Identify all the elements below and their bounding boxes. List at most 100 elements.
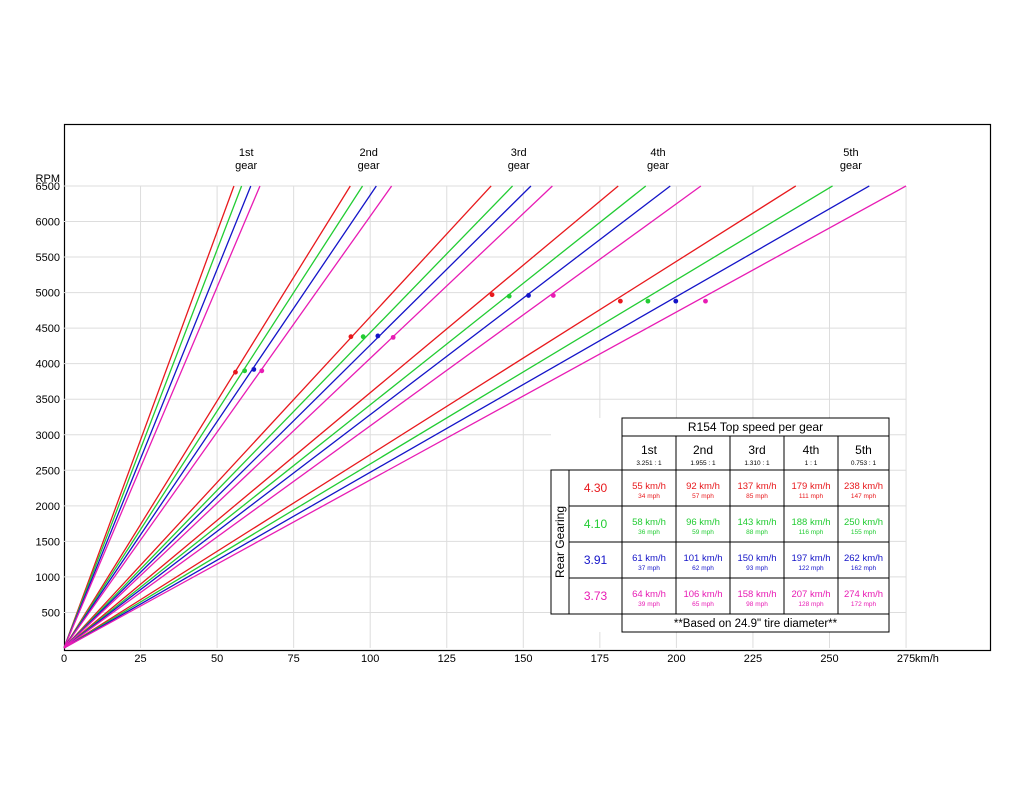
table-cell-mph: 172 mph <box>851 601 877 608</box>
x-tick-label: 175 <box>591 653 609 665</box>
x-axis-unit: km/h <box>915 653 939 665</box>
table-cell-mph: 34 mph <box>638 493 660 500</box>
gear-line <box>63 185 647 649</box>
shift-point <box>526 293 531 298</box>
gear-label: gear <box>508 160 530 172</box>
gear-label: gear <box>647 160 669 172</box>
series-3-73 <box>63 185 907 649</box>
gear-label: gear <box>235 160 257 172</box>
gear-label: gear <box>840 160 862 172</box>
shift-point <box>550 293 556 298</box>
table-cell-kmh: 58 km/h <box>632 517 666 528</box>
gear-line <box>63 185 907 649</box>
table-cell-kmh: 96 km/h <box>686 517 720 528</box>
y-tick-label: 1500 <box>36 536 60 548</box>
gear-label: 1st <box>239 147 254 159</box>
gear-line <box>63 185 619 649</box>
gear-label: gear <box>358 160 380 172</box>
gear-line <box>63 185 393 649</box>
table-cell-mph: 111 mph <box>799 493 824 500</box>
x-tick-label: 250 <box>820 653 838 665</box>
gear-line <box>63 185 243 649</box>
table-cell-mph: 88 mph <box>746 529 768 536</box>
y-tick-label: 6500 <box>36 181 60 193</box>
gear-line <box>63 185 377 649</box>
shift-point <box>390 334 396 340</box>
shift-point <box>348 334 354 340</box>
gear-line <box>63 185 235 649</box>
table-cell-mph: 147 mph <box>851 493 877 500</box>
gear-line <box>63 185 252 649</box>
y-tick-label: 3500 <box>36 394 60 406</box>
series-4-10 <box>63 185 833 649</box>
x-tick-label: 25 <box>134 653 146 665</box>
y-tick-label: 5000 <box>36 288 60 300</box>
x-tick-label: 275 <box>897 653 915 665</box>
table-cell-mph: 116 mph <box>799 529 824 536</box>
x-tick-label: 225 <box>744 653 762 665</box>
table-cell-kmh: 64 km/h <box>632 589 666 600</box>
table-col-header: 3rd <box>748 443 765 457</box>
gear-line <box>63 185 702 649</box>
x-tick-label: 75 <box>288 653 300 665</box>
shift-point <box>233 369 238 375</box>
table-cell-mph: 59 mph <box>692 529 714 536</box>
table-cell-mph: 93 mph <box>746 565 768 572</box>
table-cell-kmh: 106 km/h <box>683 589 722 600</box>
y-tick-label: 5500 <box>36 252 60 264</box>
y-tick-label: 4000 <box>36 359 60 371</box>
table-col-ratio: 1 : 1 <box>805 460 818 467</box>
table-col-header: 4th <box>803 443 820 457</box>
table-cell-kmh: 188 km/h <box>791 517 830 528</box>
y-tick-label: 1000 <box>36 572 60 584</box>
table-row-ratio: 4.10 <box>584 517 608 531</box>
y-tick-label: 3000 <box>36 430 60 442</box>
table-cell-kmh: 55 km/h <box>632 481 666 492</box>
x-tick-label: 0 <box>61 653 67 665</box>
table-cell-kmh: 150 km/h <box>737 553 776 564</box>
gear-label: 3rd <box>511 147 527 159</box>
y-tick-label: 2500 <box>36 465 60 477</box>
table-col-header: 5th <box>855 443 872 457</box>
gear-label: 2nd <box>359 147 377 159</box>
table-footnote: **Based on 24.9" tire diameter** <box>674 618 838 630</box>
table-col-ratio: 3.251 : 1 <box>636 460 662 467</box>
table-cell-kmh: 262 km/h <box>844 553 883 564</box>
table-cell-kmh: 250 km/h <box>844 517 883 528</box>
gear-label: 5th <box>843 147 858 159</box>
shift-point <box>673 298 679 304</box>
table-footnote-box <box>621 613 890 633</box>
table-cell-kmh: 92 km/h <box>686 481 720 492</box>
gear-line <box>63 185 553 649</box>
table-cell-mph: 122 mph <box>798 565 824 572</box>
series-4-30 <box>63 185 797 649</box>
table-cell-mph: 98 mph <box>746 601 768 608</box>
table-cell-mph: 37 mph <box>638 565 660 572</box>
table-col-header: 2nd <box>693 443 713 457</box>
gear-line <box>63 185 797 649</box>
table-row-header: Rear Gearing <box>553 506 567 578</box>
table-cell-mph: 62 mph <box>692 565 714 572</box>
x-tick-label: 100 <box>361 653 379 665</box>
shift-point <box>489 292 495 298</box>
table-cell-kmh: 143 km/h <box>737 517 776 528</box>
table-cell-kmh: 137 km/h <box>737 481 776 492</box>
shift-point <box>375 333 381 339</box>
y-tick-label: 500 <box>42 607 60 619</box>
table-cell-kmh: 158 km/h <box>737 589 776 600</box>
y-tick-label: 6000 <box>36 217 60 229</box>
table-col-ratio: 1.310 : 1 <box>744 460 770 467</box>
plot-frame <box>63 123 992 652</box>
table-row-ratio: 4.30 <box>584 481 608 495</box>
table-cell-kmh: 238 km/h <box>844 481 883 492</box>
shift-point <box>506 293 512 299</box>
y-tick-label: 4500 <box>36 323 60 335</box>
gear-line <box>63 185 671 649</box>
table-cell-mph: 39 mph <box>638 601 660 608</box>
y-tick-label: 2000 <box>36 501 60 513</box>
gear-line <box>63 185 364 649</box>
shift-point <box>259 368 265 374</box>
gear-line <box>63 185 261 649</box>
top-speed-table: R154 Top speed per gear 1st 3.251 : 1 2nd 1.… <box>550 417 890 633</box>
table-cell-mph: 162 mph <box>851 565 877 572</box>
